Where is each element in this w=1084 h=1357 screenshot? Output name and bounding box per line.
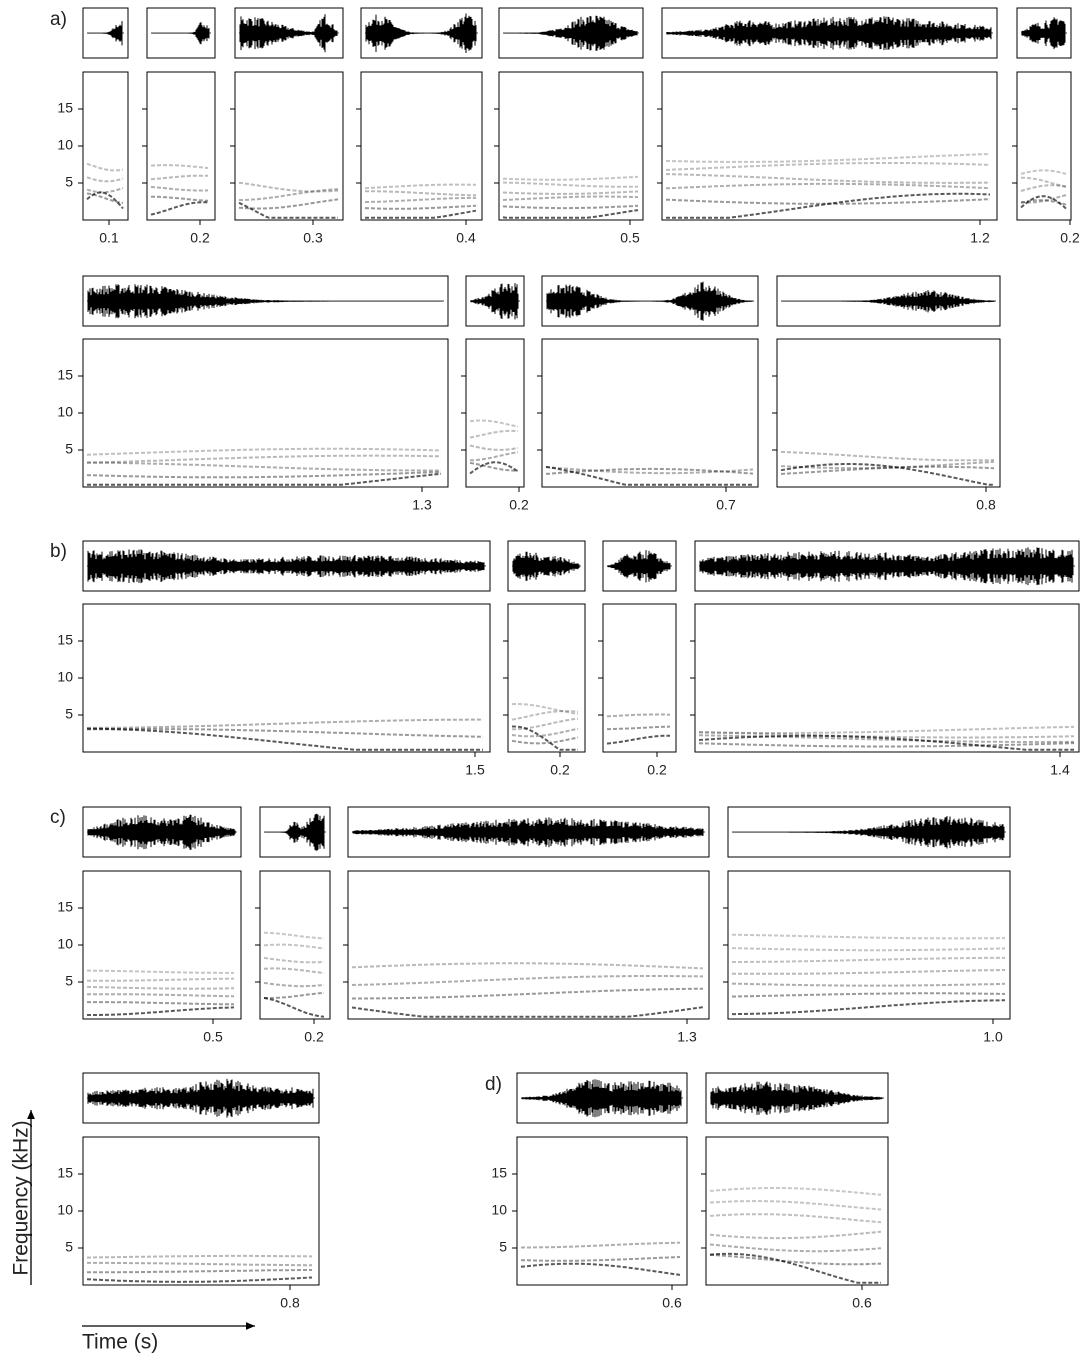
duration-label: 0.2 (550, 762, 570, 778)
y-axis-title: Frequency (kHz) (10, 1120, 33, 1275)
y-tick-label: 5 (499, 1239, 507, 1255)
call-unit: 0.2 (503, 541, 585, 778)
duration-label: 0.6 (662, 1295, 682, 1311)
spectrogram-box (777, 339, 1000, 487)
y-tick-label: 10 (57, 669, 73, 685)
duration-label: 1.5 (465, 762, 485, 778)
duration-label: 1.3 (677, 1029, 697, 1045)
call-unit: 15 10 5 0.1 (57, 8, 128, 246)
y-tick-label: 5 (65, 706, 73, 722)
call-unit: 1.4 (690, 541, 1079, 778)
call-unit: 15 10 5 0.8 (57, 1073, 319, 1311)
spectrogram-box (83, 871, 241, 1019)
y-tick-label: 5 (65, 1239, 73, 1255)
y-tick-label: 15 (57, 899, 73, 915)
panel-label: b) (50, 541, 67, 562)
spectrogram-box (728, 871, 1010, 1019)
call-unit: 1.0 (723, 807, 1010, 1045)
call-unit: 0.5 (494, 8, 643, 246)
y-tick-label: 15 (491, 1165, 507, 1181)
y-tick-label: 5 (65, 441, 73, 457)
spectrogram-box (83, 339, 448, 487)
y-tick-label: 10 (57, 404, 73, 420)
y-tick-label: 5 (65, 973, 73, 989)
call-unit: 15 10 5 0.6 (491, 1073, 687, 1311)
spectrogram-box (235, 72, 343, 220)
duration-label: 0.2 (647, 762, 667, 778)
duration-label: 1.4 (1050, 762, 1070, 778)
duration-label: 0.8 (976, 497, 996, 513)
y-tick-label: 15 (57, 367, 73, 383)
y-tick-label: 15 (57, 632, 73, 648)
call-unit: 0.7 (537, 276, 758, 513)
y-tick-label: 10 (57, 137, 73, 153)
duration-label: 1.2 (970, 230, 990, 246)
call-unit: 15 10 5 1.5 (57, 541, 490, 778)
y-tick-label: 10 (57, 936, 73, 952)
call-unit: 0.2 (598, 541, 676, 778)
y-tick-label: 10 (491, 1202, 507, 1218)
call-unit: 0.8 (772, 276, 1000, 513)
spectrogram-box (542, 339, 758, 487)
call-unit: 0.2 (255, 807, 330, 1045)
call-unit: 0.2 (142, 8, 215, 246)
panel-label: c) (50, 807, 66, 828)
spectrogram-box (466, 339, 524, 487)
call-unit: 0.4 (356, 8, 482, 246)
call-unit: 1.3 (343, 807, 709, 1045)
call-unit: 1.2 (657, 8, 997, 246)
call-unit: 15 10 5 1.3 (57, 276, 448, 513)
duration-label: 0.2 (304, 1029, 324, 1045)
figure: Frequency (kHz) Time (s) a) 15 10 5 0.1 0.2 0.… (0, 0, 1084, 1357)
duration-label: 0.7 (716, 497, 736, 513)
duration-label: 0.5 (203, 1029, 223, 1045)
duration-label: 0.5 (620, 230, 640, 246)
call-unit: 0.3 (230, 8, 343, 246)
y-tick-label: 15 (57, 1165, 73, 1181)
duration-label: 0.6 (852, 1295, 872, 1311)
x-axis-title: Time (s) (82, 1331, 158, 1354)
duration-label: 0.2 (509, 497, 529, 513)
duration-label: 0.3 (303, 230, 323, 246)
duration-label: 1.0 (983, 1029, 1003, 1045)
call-unit: 15 10 5 0.5 (57, 807, 241, 1045)
duration-label: 1.3 (412, 497, 432, 513)
duration-label: 0.4 (456, 230, 476, 246)
spectrogram-box (695, 604, 1079, 752)
duration-label: 0.8 (280, 1295, 300, 1311)
panel-label: d) (485, 1074, 502, 1095)
spectrogram-box (662, 72, 997, 220)
spectrogram-box (1017, 72, 1071, 220)
call-unit: 0.6 (701, 1073, 888, 1311)
spectrogram-box (517, 1137, 687, 1285)
y-tick-label: 5 (65, 174, 73, 190)
y-tick-label: 15 (57, 100, 73, 116)
panel-label: a) (50, 9, 67, 30)
call-unit: 0.2 (461, 276, 529, 513)
duration-label: 0.2 (1060, 230, 1080, 246)
spectrogram-box (348, 871, 709, 1019)
y-tick-label: 10 (57, 1202, 73, 1218)
duration-label: 0.2 (190, 230, 210, 246)
call-unit: 0.2 (1012, 8, 1080, 246)
duration-label: 0.1 (99, 230, 119, 246)
